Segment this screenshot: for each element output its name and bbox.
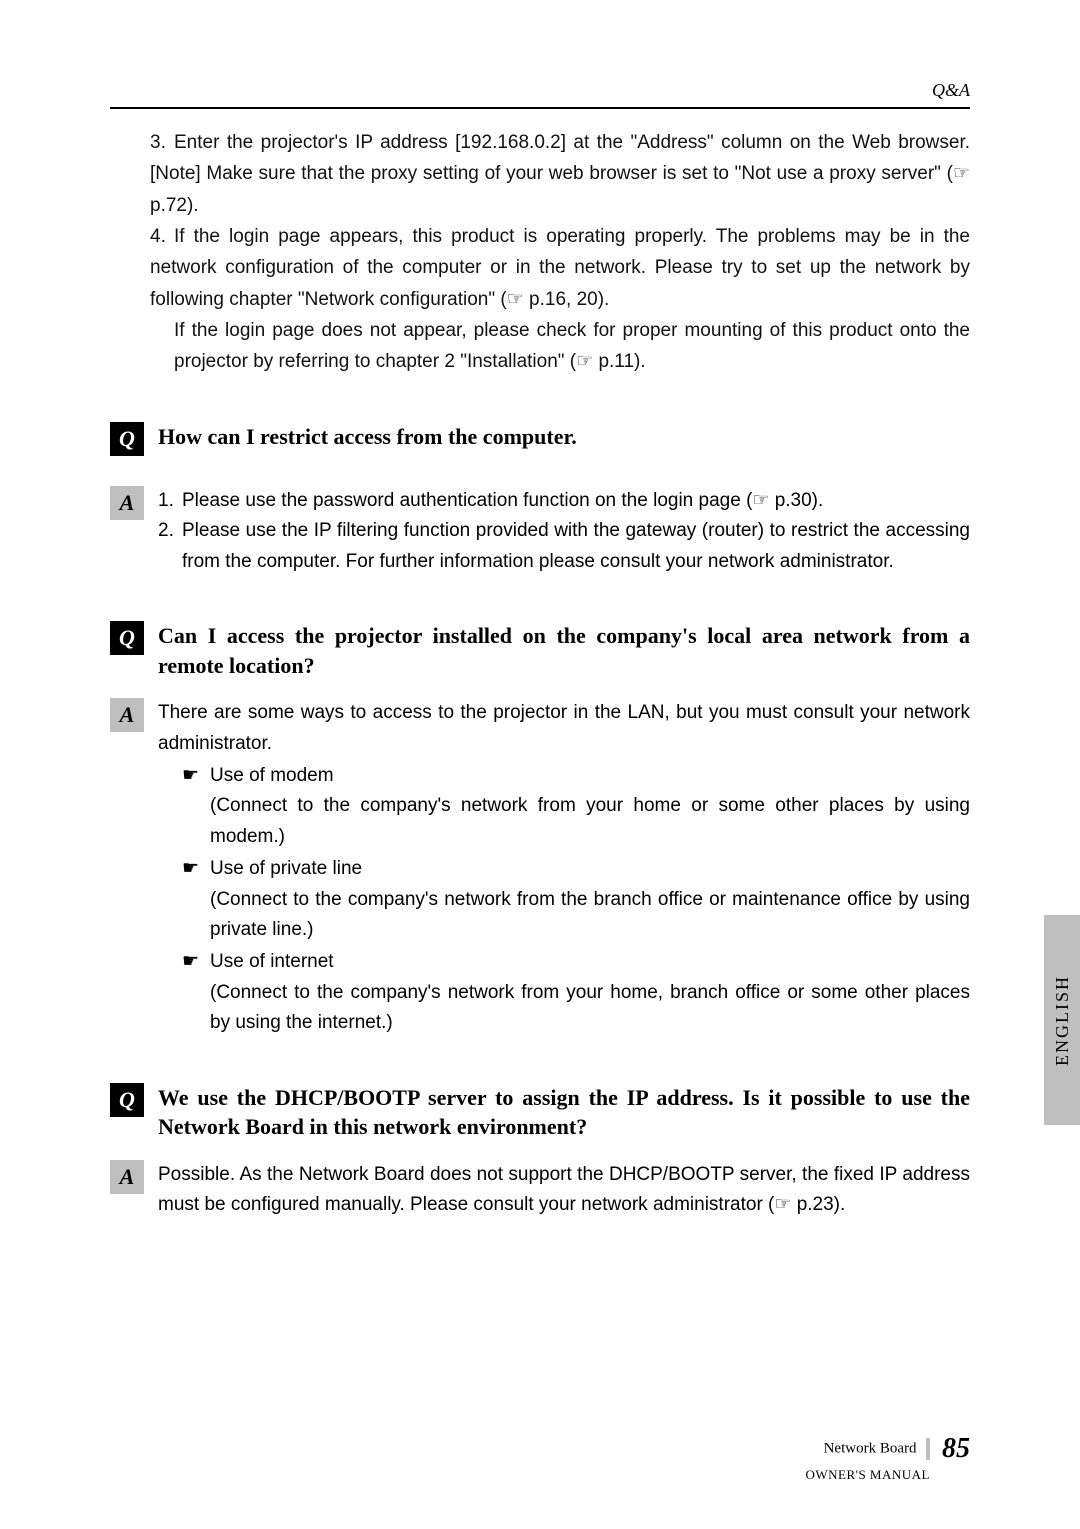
qa2-b3-title: Use of internet xyxy=(210,947,970,977)
intro-item-4-text: If the login page appears, this product … xyxy=(150,226,970,310)
bullet-icon: ☛ xyxy=(182,761,202,791)
language-tab: ENGLISH xyxy=(1044,915,1080,1125)
qa2-intro: There are some ways to access to the pro… xyxy=(158,698,970,759)
page-content: Q&A 3.Enter the projector's IP address [… xyxy=(110,80,970,1239)
qa1-a1-num: 1. xyxy=(158,486,182,516)
answer-marker: A xyxy=(110,698,144,732)
intro-item-4-sub: If the login page does not appear, pleas… xyxy=(174,315,970,378)
intro-item-3-text: Enter the projector's IP address [192.16… xyxy=(150,132,970,216)
qa1-a2-num: 2. xyxy=(158,516,182,577)
question-marker: Q xyxy=(110,422,144,456)
qa2-b1-title: Use of modem xyxy=(210,761,970,791)
qa-block-2: Q Can I access the projector installed o… xyxy=(110,621,970,1039)
intro-block: 3.Enter the projector's IP address [192.… xyxy=(150,127,970,378)
footer-page-number: 85 xyxy=(942,1433,970,1464)
qa1-question: How can I restrict access from the compu… xyxy=(158,422,970,452)
page-footer: Network Board 85 OWNER'S MANUAL xyxy=(110,1433,970,1483)
question-marker: Q xyxy=(110,621,144,655)
intro-item-4-number: 4. xyxy=(150,221,174,252)
answer-marker: A xyxy=(110,486,144,520)
qa-block-1: Q How can I restrict access from the com… xyxy=(110,422,970,577)
qa2-bullets: ☛ Use of modem (Connect to the company's… xyxy=(182,761,970,1039)
qa2-b3-body: (Connect to the company's network from y… xyxy=(210,978,970,1039)
question-marker: Q xyxy=(110,1083,144,1117)
qa2-b1-body: (Connect to the company's network from y… xyxy=(210,791,970,852)
qa2-b2-title: Use of private line xyxy=(210,854,970,884)
answer-marker: A xyxy=(110,1160,144,1194)
qa1-a2-text: Please use the IP filtering function pro… xyxy=(182,516,970,577)
qa-block-3: Q We use the DHCP/BOOTP server to assign… xyxy=(110,1083,970,1221)
qa3-answer: Possible. As the Network Board does not … xyxy=(158,1160,970,1221)
footer-subtitle: OWNER'S MANUAL xyxy=(110,1467,970,1483)
qa3-question: We use the DHCP/BOOTP server to assign t… xyxy=(158,1083,970,1142)
qa1-a1-text: Please use the password authentication f… xyxy=(182,486,970,516)
qa2-answer: There are some ways to access to the pro… xyxy=(158,698,970,1038)
qa2-b2-body: (Connect to the company's network from t… xyxy=(210,885,970,946)
bullet-icon: ☛ xyxy=(182,854,202,884)
qa2-question: Can I access the projector installed on … xyxy=(158,621,970,680)
intro-item-3-number: 3. xyxy=(150,127,174,158)
bullet-icon: ☛ xyxy=(182,947,202,977)
qa1-answer: 1. Please use the password authenticatio… xyxy=(158,486,970,577)
footer-divider xyxy=(926,1438,930,1460)
footer-product: Network Board xyxy=(824,1440,917,1456)
language-label: ENGLISH xyxy=(1052,975,1073,1066)
header-section-label: Q&A xyxy=(110,80,970,109)
